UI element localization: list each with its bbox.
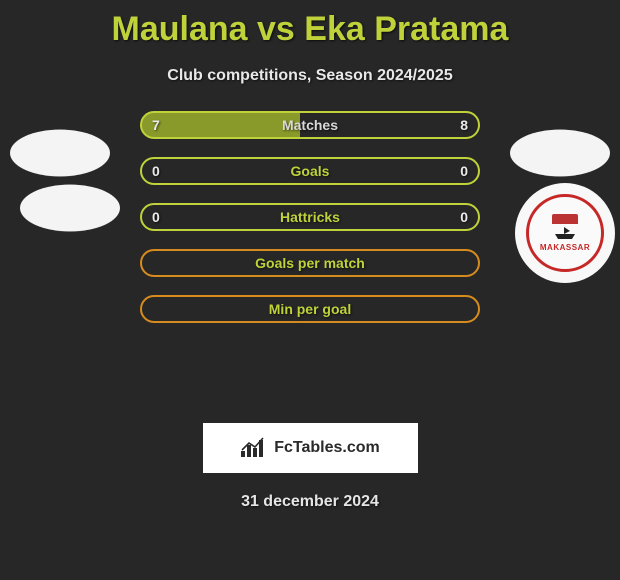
stat-value-right: 0	[460, 209, 468, 225]
ship-icon	[553, 226, 577, 240]
stat-label: Goals per match	[255, 255, 365, 271]
bars-icon	[240, 437, 268, 459]
stat-value-right: 0	[460, 163, 468, 179]
stat-value-left: 0	[152, 163, 160, 179]
stat-label: Goals	[291, 163, 330, 179]
stat-value-left: 7	[152, 117, 160, 133]
stat-row-goals: Goals 0 0	[140, 157, 480, 185]
logo-text: FcTables.com	[274, 439, 380, 457]
club-right-badge: MAKASSAR	[515, 183, 615, 283]
stat-row-mpg: Min per goal	[140, 295, 480, 323]
stat-label: Hattricks	[280, 209, 340, 225]
player-left-avatar	[10, 130, 110, 177]
stat-label: Matches	[282, 117, 338, 133]
stat-value-left: 0	[152, 209, 160, 225]
stat-row-matches: Matches 7 8	[140, 111, 480, 139]
comparison-arena: MAKASSAR Matches78Goals00Hattricks00Goal…	[0, 123, 620, 403]
club-left-badge	[20, 185, 120, 232]
stat-value-right: 8	[460, 117, 468, 133]
page-title: Maulana vs Eka Pratama	[0, 0, 620, 49]
stat-row-gpm: Goals per match	[140, 249, 480, 277]
subtitle: Club competitions, Season 2024/2025	[0, 67, 620, 85]
stat-label: Min per goal	[269, 301, 351, 317]
stat-rows: Matches 7 8 Goals 0 0 Hattricks 0 0 Goals per mat…	[140, 111, 480, 341]
fctables-logo: FcTables.com	[203, 423, 418, 473]
stat-row-hattricks: Hattricks 0 0	[140, 203, 480, 231]
club-right-badge-inner: MAKASSAR	[526, 194, 604, 272]
player-right-avatar	[510, 130, 610, 177]
club-right-badge-text: MAKASSAR	[540, 214, 590, 252]
date-text: 31 december 2024	[0, 493, 620, 511]
